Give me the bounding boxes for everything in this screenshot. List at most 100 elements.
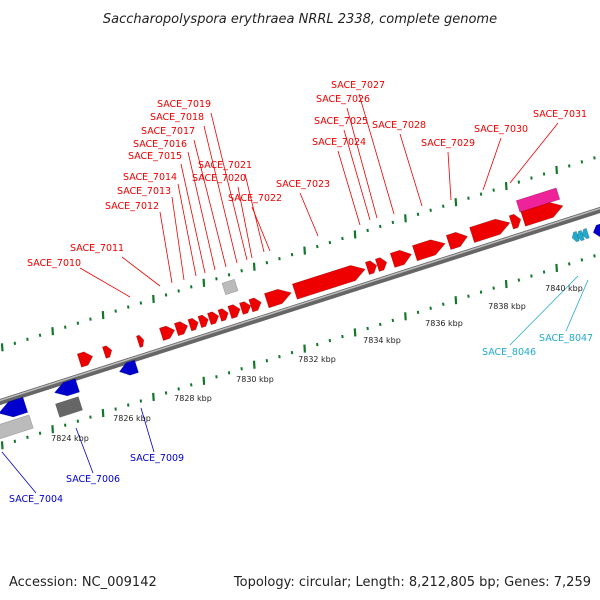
forward-gene-6 [197,314,209,329]
ruler-tick [580,258,584,262]
gene-label[interactable]: SACE_7029 [421,138,475,149]
tick-label: 7838 kbp [488,302,526,311]
forward-gene-12-shape [263,288,292,309]
position-rulers [0,156,596,450]
reverse-gene-1 [54,378,80,397]
pseudo-gene-lower-shape [55,396,83,418]
gene-label[interactable]: SACE_7014 [123,172,177,183]
upper-ruler [0,156,596,352]
gene-labels: SACE_7010 SACE_7011 SACE_7012 SACE_7013 SACE… [9,80,593,505]
ruler-tick [379,322,382,327]
ruler-tick [114,407,117,411]
gene-label[interactable]: SACE_7013 [117,186,171,197]
ruler-tick [51,425,54,434]
forward-gene-2 [135,334,145,348]
gene-label[interactable]: SACE_7027 [331,80,385,91]
tick-label: 7824 kbp [51,434,89,443]
ruler-tick [530,176,533,180]
forward-gene-4 [173,321,189,337]
ruler-tick [454,296,458,305]
gene-label[interactable]: SACE_7019 [157,99,211,110]
gene-label[interactable]: SACE_7025 [314,116,368,127]
ruler-tick [290,350,294,355]
forward-gene-6-shape [197,314,209,329]
forward-gene-14 [364,260,378,276]
leader-line [75,427,94,474]
ruler-tick [13,439,17,443]
gene-label[interactable]: SACE_7004 [9,494,63,505]
gene-label[interactable]: SACE_7028 [372,120,426,131]
ruler-tick [530,274,533,278]
ruler-tick [580,160,584,164]
forward-gene-0 [76,351,94,368]
reverse-gene-0 [0,396,29,418]
forward-gene-2-shape [135,334,145,348]
ruler-tick [542,270,546,274]
ruler-tick [479,290,483,294]
gene-label[interactable]: SACE_7031 [533,109,587,120]
ruler-tick [353,230,357,239]
other-gene-2 [581,227,590,240]
ruler-tick [89,317,92,321]
gene-label[interactable]: SACE_7024 [312,137,366,148]
ruler-tick [177,289,180,293]
ruler-tick [353,328,357,337]
gene-features [0,187,600,440]
forward-gene-17 [411,239,446,262]
ruler-tick [152,392,155,402]
reverse-gene-edge-shape [592,223,600,238]
leader-line [482,137,502,191]
gene-label[interactable]: SACE_8046 [482,347,536,358]
gene-label[interactable]: SACE_7022 [228,193,282,204]
gene-label[interactable]: SACE_7011 [70,243,124,254]
ruler-tick [467,196,470,200]
reverse-gene-2-shape [118,359,139,376]
forward-gene-3-shape [158,325,176,341]
leader-line [171,196,185,281]
forward-gene-9 [227,304,241,320]
gene-label[interactable]: SACE_7010 [27,258,81,269]
ruler-tick [316,244,319,249]
gene-label[interactable]: SACE_7009 [130,453,184,464]
map-title: Saccharopolyspora erythraea NRRL 2338, c… [103,12,497,27]
gene-label[interactable]: SACE_7017 [141,126,195,137]
forward-gene-16 [389,249,413,268]
ruler-tick [202,278,206,287]
ruler-tick [542,172,546,176]
forward-gene-17-shape [411,239,446,262]
gene-label[interactable]: SACE_7021 [198,160,252,171]
leader-line [337,150,361,226]
other-gene-0-shape [571,230,580,243]
ruler-tick [429,208,432,212]
tick-label: 7832 kbp [298,355,336,364]
leader-line [565,279,589,332]
gene-label[interactable]: SACE_7026 [316,94,370,105]
ruler-tick [442,302,445,306]
pseudo-gene-upper [221,278,239,296]
ruler-tick [341,334,344,339]
forward-gene-0-shape [76,351,94,368]
forward-gene-19-shape [469,218,511,243]
ruler-tick [391,318,395,323]
gene-label[interactable]: SACE_7030 [474,124,528,135]
ruler-tick [51,327,54,336]
ruler-tick [127,403,130,407]
ruler-tick [328,338,332,343]
gene-label[interactable]: SACE_7023 [276,179,330,190]
gene-label[interactable]: SACE_8047 [539,333,593,344]
gene-label[interactable]: SACE_7012 [105,201,159,212]
reverse-gene-2 [118,359,139,376]
ruler-tick [139,301,143,305]
gene-label[interactable]: SACE_7016 [133,139,187,150]
leader-line [346,107,378,219]
gene-label[interactable]: SACE_7020 [192,173,246,184]
gene-label[interactable]: SACE_7006 [66,474,120,485]
pseudo-gene-upper-shape [221,278,239,296]
ruler-tick [190,285,193,289]
forward-gene-8 [217,308,229,322]
forward-gene-20 [508,213,522,230]
ruler-tick [164,293,168,297]
gene-label[interactable]: SACE_7015 [128,151,182,162]
gene-label[interactable]: SACE_7018 [150,112,204,123]
